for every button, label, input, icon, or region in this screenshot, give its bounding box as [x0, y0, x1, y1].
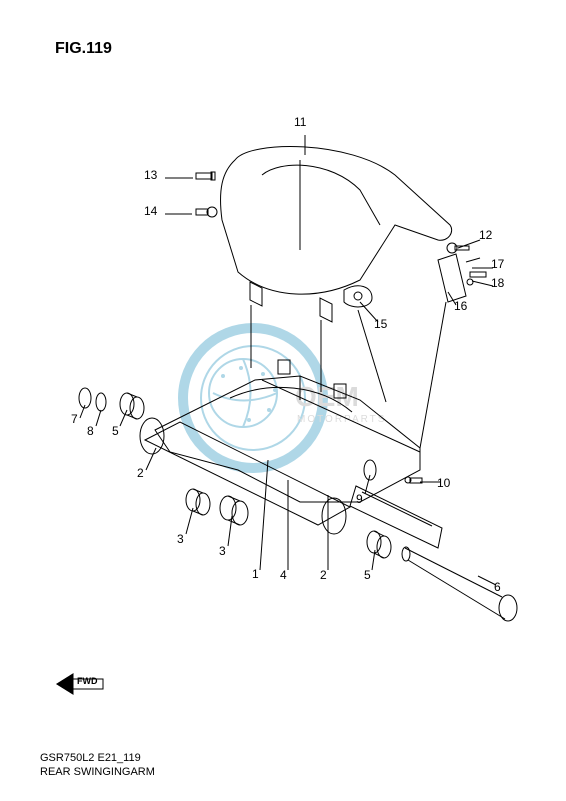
fwd-label: FWD — [77, 676, 98, 686]
callout-3: 3 — [177, 532, 184, 546]
callout-2: 2 — [137, 466, 144, 480]
callout-1: 1 — [252, 567, 259, 581]
callout-18: 18 — [491, 276, 504, 290]
footer-model-code: GSR750L2 E21_119 — [40, 752, 141, 764]
callout-5: 5 — [112, 424, 119, 438]
callout-11: 11 — [294, 115, 306, 129]
callout-15: 15 — [374, 317, 387, 331]
callout-7: 7 — [71, 412, 78, 426]
callout-13: 13 — [144, 168, 157, 182]
callout-2: 2 — [320, 568, 327, 582]
footer-part-name: REAR SWINGINGARM — [40, 766, 155, 778]
callout-10: 10 — [437, 476, 450, 490]
callout-9: 9 — [356, 492, 363, 506]
callout-12: 12 — [479, 228, 492, 242]
callout-5: 5 — [364, 568, 371, 582]
callout-17: 17 — [491, 257, 504, 271]
callout-14: 14 — [144, 204, 157, 218]
callout-3: 3 — [219, 544, 226, 558]
callout-8: 8 — [87, 424, 94, 438]
callout-4: 4 — [280, 568, 287, 582]
callout-6: 6 — [494, 580, 501, 594]
fwd-arrow — [55, 670, 125, 702]
callout-16: 16 — [454, 299, 467, 313]
